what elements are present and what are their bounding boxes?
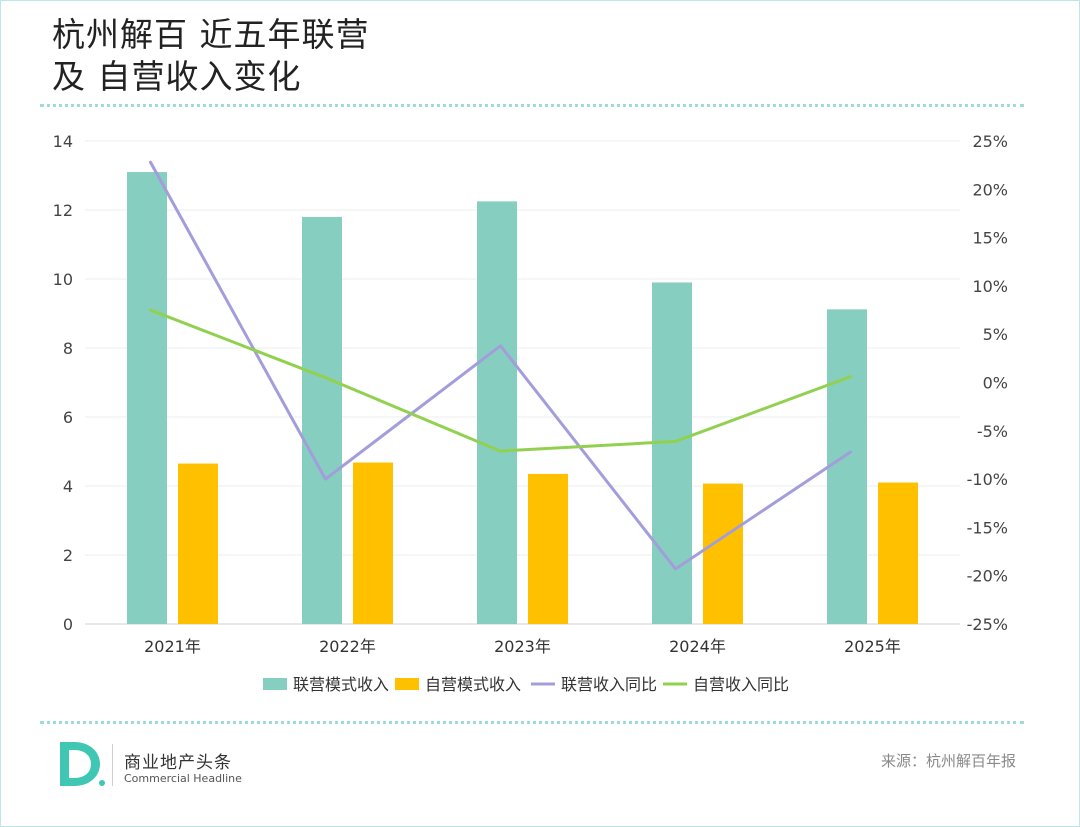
y-right-tick-label: 20%	[972, 180, 1008, 199]
bottom-divider	[40, 721, 1024, 724]
y-right-tick-label: 10%	[972, 277, 1008, 296]
bar-ziying	[703, 483, 743, 624]
bar-lianying	[477, 201, 517, 624]
brand-name-en: Commercial Headline	[124, 772, 242, 785]
y-right-tick-label: -20%	[967, 567, 1008, 586]
top-divider	[40, 104, 1024, 107]
y-right-tick-label: 0%	[983, 374, 1008, 393]
x-tick-label: 2023年	[494, 637, 551, 656]
y-right-tick-label: -5%	[977, 422, 1008, 441]
brand-logo-icon	[60, 742, 105, 786]
y-left-tick-label: 8	[63, 339, 73, 358]
bar-ziying	[178, 463, 218, 624]
legend-label: 自营收入同比	[693, 675, 789, 694]
y-right-tick-label: -25%	[967, 615, 1008, 634]
y-left-tick-label: 12	[53, 201, 73, 220]
x-tick-label: 2025年	[844, 637, 901, 656]
y-left-tick-label: 10	[53, 270, 73, 289]
y-right-tick-label: -15%	[967, 518, 1008, 537]
page-title: 杭州解百 近五年联营 及 自营收入变化	[52, 14, 370, 98]
y-right-tick-label: 5%	[983, 325, 1008, 344]
legend-swatch	[395, 678, 419, 690]
logo-divider	[112, 744, 113, 786]
y-right-tick-label: 25%	[972, 132, 1008, 151]
y-left-tick-label: 2	[63, 546, 73, 565]
bar-lianying	[827, 309, 867, 624]
y-left-tick-label: 6	[63, 408, 73, 427]
line-lianying-yoy	[149, 160, 852, 571]
legend-label: 自营模式收入	[425, 675, 521, 694]
y-left-tick-label: 14	[53, 132, 73, 151]
x-tick-label: 2022年	[319, 637, 376, 656]
y-right-tick-label: -10%	[967, 470, 1008, 489]
y-left-tick-label: 4	[63, 477, 73, 496]
bar-ziying	[528, 473, 568, 624]
bar-lianying	[302, 216, 342, 624]
legend-label: 联营收入同比	[561, 675, 657, 694]
x-tick-label: 2021年	[144, 637, 201, 656]
legend-label: 联营模式收入	[293, 675, 389, 694]
combo-chart: 0 2 4 6 8 10 12 14 -25% -20% -15% -10% -5% 0% 5% 10% 15%…	[53, 132, 1008, 694]
brand-name-cn: 商业地产头条	[124, 753, 232, 773]
title-line-1: 杭州解百 近五年联营	[52, 15, 370, 54]
legend-swatch	[263, 678, 287, 690]
line-ziying-yoy	[149, 308, 852, 453]
bar-ziying	[878, 482, 918, 624]
x-tick-label: 2024年	[669, 637, 726, 656]
source-note: 来源：杭州解百年报	[880, 752, 1016, 770]
bar-lianying	[652, 282, 692, 624]
bar-lianying	[127, 172, 167, 625]
y-right-tick-label: 15%	[972, 229, 1008, 248]
bar-ziying	[353, 462, 393, 624]
title-line-2: 及 自营收入变化	[52, 57, 302, 96]
y-left-tick-label: 0	[63, 615, 73, 634]
